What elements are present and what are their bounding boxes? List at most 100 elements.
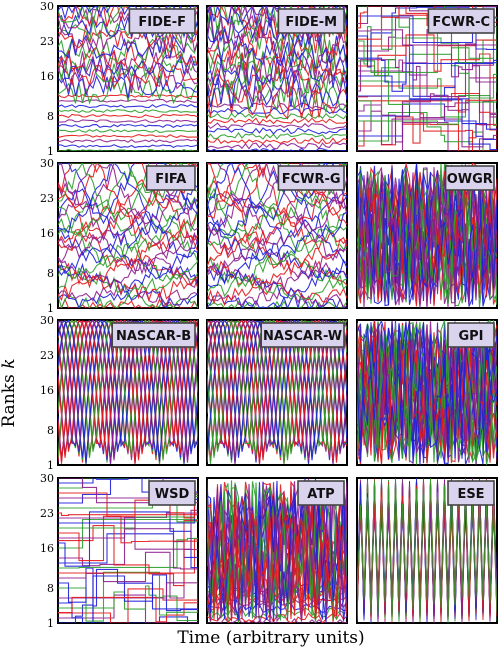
rank-trajectories: [357, 478, 497, 623]
rank-trajectory-line: [207, 320, 347, 461]
rank-trajectory-line: [58, 32, 198, 59]
rank-trajectory-line: [207, 122, 347, 130]
rank-trajectory-line: [58, 62, 198, 89]
rank-trajectory-line: [357, 172, 497, 307]
y-tick-label: 16: [40, 227, 54, 240]
rank-trajectory-line: [207, 320, 347, 464]
rank-trajectory-line: [207, 52, 347, 88]
rank-trajectory-line: [58, 274, 198, 303]
rank-trajectory-line: [357, 6, 497, 25]
panel-label-badge: FIFA: [145, 165, 196, 191]
panel-fifa: FIFA: [57, 162, 199, 309]
rank-trajectory-line: [58, 256, 198, 290]
rank-trajectory-line: [58, 478, 198, 484]
panel-label-badge: NASCAR-W: [260, 322, 345, 348]
rank-trajectory-line: [58, 199, 198, 252]
rank-trajectory-line: [58, 582, 198, 599]
rank-trajectory-line: [58, 123, 198, 129]
rank-trajectory-line: [357, 92, 497, 131]
rank-trajectory-line: [357, 101, 497, 148]
rank-trajectory-line: [207, 320, 347, 458]
y-axis-title: Ranks k: [0, 358, 19, 427]
panel-label-badge: FCWR-G: [277, 165, 345, 191]
rank-trajectory-line: [357, 6, 497, 44]
panel-label: FCWR-C: [432, 15, 490, 30]
rank-trajectory-line: [357, 98, 497, 151]
rank-trajectory-line: [58, 163, 198, 209]
rank-trajectory-line: [207, 320, 347, 458]
y-tick-label: 23: [40, 192, 54, 205]
rank-trajectory-line: [207, 227, 347, 266]
rank-trajectory-line: [357, 321, 497, 453]
y-tick-label: 8: [47, 110, 54, 123]
rank-trajectory-line: [207, 6, 347, 24]
rank-trajectory-line: [357, 49, 497, 105]
rank-trajectory-line: [58, 128, 198, 133]
rank-trajectory-line: [58, 113, 198, 119]
rank-trajectory-line: [357, 10, 497, 73]
rank-trajectory-line: [58, 320, 198, 458]
rank-trajectories: [207, 478, 347, 623]
badge-box: [145, 165, 196, 191]
rank-trajectory-line: [58, 320, 198, 461]
rank-trajectory-line: [207, 218, 347, 263]
badge-box: [427, 8, 495, 34]
rank-trajectory-line: [58, 77, 198, 105]
rank-trajectory-line: [357, 111, 497, 151]
rank-trajectory-line: [357, 59, 497, 126]
panel-label-badge: NASCAR-B: [111, 322, 196, 348]
panel-label-badge: OWGR: [444, 165, 495, 191]
rank-trajectory-line: [58, 148, 198, 151]
rank-trajectory-line: [357, 170, 497, 308]
rank-trajectory-line: [357, 85, 497, 113]
rank-trajectory-line: [58, 134, 198, 139]
rank-trajectory-line: [207, 180, 347, 245]
rank-trajectories: [58, 6, 198, 151]
rank-trajectory-line: [207, 501, 347, 619]
rank-trajectory-line: [207, 127, 347, 135]
y-tick-label: 1: [47, 145, 54, 158]
panel-atp: ATP: [206, 477, 348, 624]
rank-trajectory-line: [58, 320, 198, 464]
rank-trajectory-line: [207, 163, 347, 215]
rank-trajectory-line: [58, 108, 198, 114]
panel-fcwr-c: FCWR-C: [356, 5, 498, 152]
rank-trajectory-line: [58, 163, 198, 221]
badge-box: [128, 8, 196, 34]
panel-label: NASCAR-W: [263, 329, 342, 344]
rank-trajectory-line: [207, 147, 347, 151]
panel-label-badge: ESE: [447, 480, 495, 506]
rank-trajectory-line: [58, 528, 198, 570]
panel-label-badge: WSD: [148, 480, 196, 506]
y-tick-label: 30: [40, 472, 54, 485]
panel-fide-m: FIDE-M: [206, 5, 348, 152]
rank-trajectory-line: [357, 95, 497, 130]
rank-trajectory-line: [357, 320, 497, 465]
panel-label-badge: ATP: [297, 480, 345, 506]
rank-trajectory-line: [58, 520, 198, 587]
y-tick-label: 16: [40, 542, 54, 555]
rank-trajectory-line: [357, 330, 497, 464]
rank-trajectory-line: [357, 163, 497, 305]
rank-trajectory-line: [58, 588, 198, 623]
rank-trajectory-line: [207, 132, 347, 140]
rank-trajectory-line: [207, 57, 347, 94]
y-tick-label: 16: [40, 70, 54, 83]
rank-trajectory-line: [58, 511, 198, 569]
y-tick-label: 8: [47, 424, 54, 437]
badge-box: [148, 480, 196, 506]
panel-label-badge: GPI: [447, 322, 495, 348]
panel-label: WSD: [155, 487, 190, 502]
y-tick-label: 1: [47, 617, 54, 630]
rank-trajectory-line: [207, 137, 347, 145]
panel-label: FCWR-G: [282, 172, 341, 187]
rank-trajectory-line: [58, 518, 198, 549]
rank-trajectory-line: [357, 122, 497, 151]
badge-box: [447, 322, 495, 348]
rank-trajectory-line: [207, 480, 347, 616]
rank-trajectory-line: [207, 320, 347, 464]
panel-wsd: WSD: [57, 477, 199, 624]
rank-trajectory-line: [58, 163, 198, 215]
rank-trajectory-line: [207, 163, 347, 236]
